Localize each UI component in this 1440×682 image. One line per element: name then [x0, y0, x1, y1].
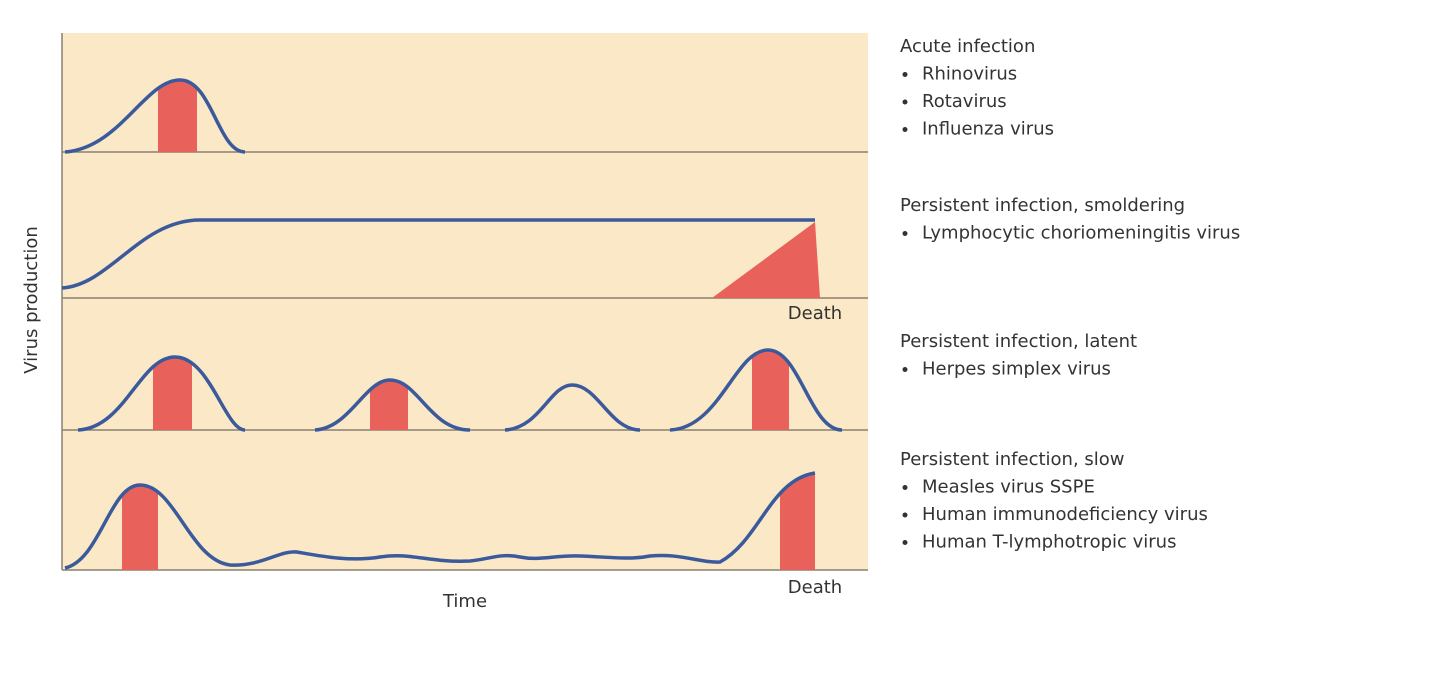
panel-item: Human T-lymphotropic virus	[922, 532, 1176, 553]
red-region	[712, 222, 820, 298]
curve	[77, 355, 246, 432]
red-region	[370, 380, 408, 430]
y-axis-label: Virus production	[21, 226, 42, 373]
panel-title: Persistent infection, slow	[900, 449, 1125, 470]
bullet	[902, 540, 908, 545]
bullet	[902, 512, 908, 518]
panel-title: Persistent infection, latent	[900, 331, 1137, 352]
death-label: Death	[788, 577, 842, 598]
curve	[504, 383, 641, 432]
panel-item: Measles virus SSPE	[922, 477, 1095, 498]
bullet	[902, 231, 908, 236]
panel-descriptions: Acute infection Rhinovirus Rotavirus Influe…	[900, 36, 1240, 553]
panel-item: Herpes simplex virus	[922, 359, 1111, 380]
curve	[64, 471, 816, 570]
curve	[64, 78, 246, 154]
x-axis-label: Time	[442, 591, 487, 612]
red-region	[752, 350, 789, 430]
red-region	[158, 80, 197, 152]
red-region	[122, 485, 158, 570]
panel-item: Human immunodeficiency virus	[922, 504, 1208, 525]
panel-item: Lymphocytic choriomeningitis virus	[922, 223, 1240, 244]
curve	[314, 378, 471, 432]
death-label: Death	[788, 303, 842, 324]
bullet	[902, 127, 908, 132]
panel-item: Rhinovirus	[922, 64, 1017, 85]
panel-item: Influenza virus	[922, 119, 1054, 140]
bullet	[902, 72, 908, 77]
curve	[61, 218, 815, 290]
bullet	[902, 99, 908, 105]
bullet	[902, 367, 908, 372]
panel-title: Acute infection	[900, 36, 1035, 57]
red-region	[153, 357, 192, 430]
bullet	[902, 485, 908, 490]
curve	[669, 348, 843, 432]
panel-title: Persistent infection, smoldering	[900, 195, 1185, 216]
panel-item: Rotavirus	[922, 91, 1007, 112]
